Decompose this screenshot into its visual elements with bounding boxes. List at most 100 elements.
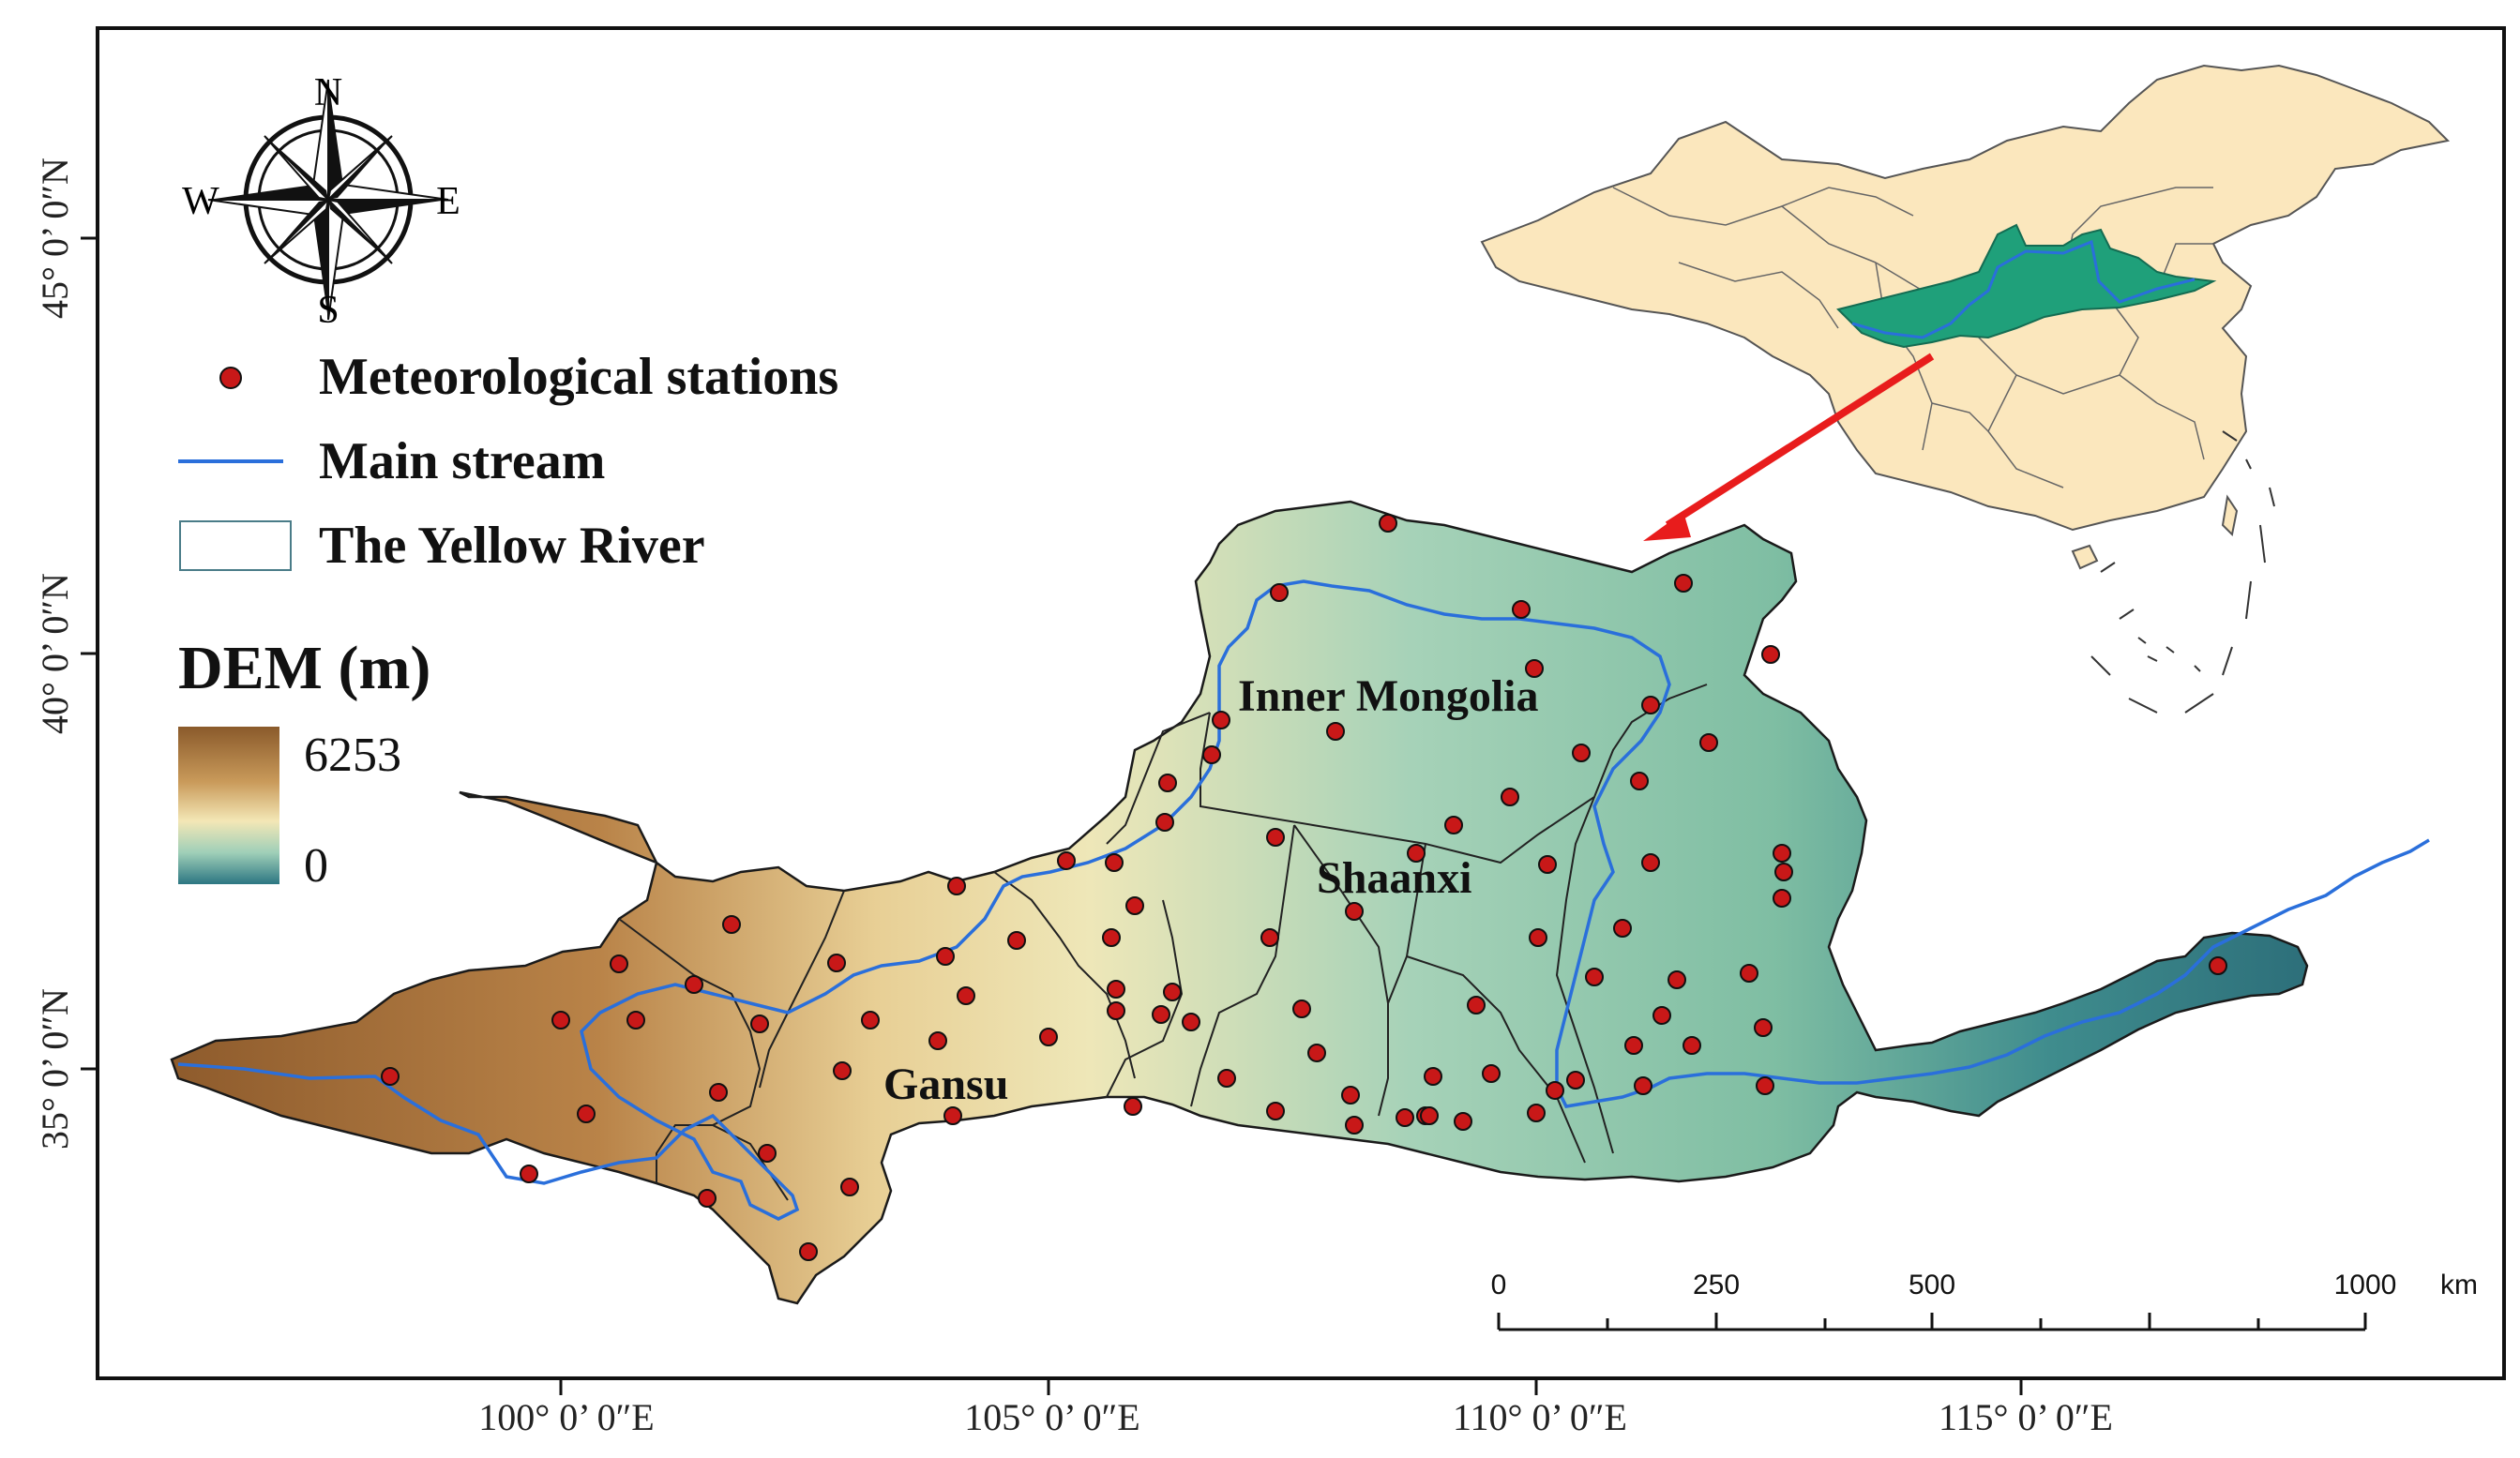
china-inset (1480, 64, 2451, 714)
map-frame (96, 26, 2506, 1380)
station-marker (1163, 983, 1182, 1001)
legend: Meteorological stations Main stream The … (178, 348, 838, 575)
station-marker (1454, 1112, 1472, 1131)
lon-label-115: 115° 0’ 0″E (1939, 1396, 2113, 1438)
island-taiwan (2221, 494, 2239, 537)
station-marker (1307, 1044, 1326, 1062)
station-marker (1773, 844, 1791, 863)
station-marker (1641, 696, 1660, 714)
station-marker (861, 1011, 880, 1030)
south-sea-islands (2090, 430, 2275, 714)
station-marker (943, 1106, 962, 1125)
island-hainan (2071, 544, 2099, 570)
region-label-gansu: Gansu (883, 1060, 1008, 1109)
station-marker (1039, 1028, 1058, 1046)
lat-label-40: 40° 0’ 0″N (34, 573, 76, 734)
dem-color-bar (178, 727, 279, 884)
station-marker (1217, 1069, 1236, 1088)
pointer-arrow (1643, 353, 1935, 541)
scale-bar (1497, 1313, 2367, 1331)
station-marker (1585, 968, 1604, 986)
province-borders (1612, 187, 2213, 489)
station-marker (1756, 1076, 1774, 1095)
yellow-river-basin (170, 500, 2309, 1305)
station-marker (1057, 851, 1076, 870)
station-marker (1266, 1102, 1285, 1120)
station-marker (1624, 1036, 1643, 1055)
lat-label-45: 45° 0’ 0″N (34, 158, 76, 319)
station-marker (1155, 813, 1174, 832)
station-marker (799, 1242, 818, 1261)
lat-ticks (81, 236, 98, 1071)
compass-e: E (436, 180, 460, 223)
station-marker (1152, 1005, 1170, 1024)
station-marker (1124, 1097, 1142, 1116)
station-marker (1260, 928, 1279, 947)
station-marker (1326, 722, 1345, 741)
station-marker (709, 1083, 728, 1102)
scale-label-250: 250 (1693, 1270, 1740, 1300)
station-marker (1212, 711, 1230, 729)
station-marker (1529, 928, 1547, 947)
station-marker (1641, 853, 1660, 872)
dem-title: DEM (m) (178, 634, 430, 702)
station-marker (947, 877, 966, 895)
station-marker (1407, 844, 1426, 863)
station-marker (685, 975, 703, 994)
station-marker (936, 947, 955, 966)
region-label-inner-mongolia: Inner Mongolia (1238, 671, 1538, 721)
station-marker (1420, 1106, 1439, 1125)
station-marker (1107, 1001, 1125, 1020)
legend-stream-label: Main stream (319, 432, 605, 490)
station-marker (1538, 855, 1557, 874)
station-marker (833, 1061, 852, 1080)
station-marker (1572, 744, 1591, 762)
station-marker (381, 1067, 400, 1086)
region-label-shaanxi: Shaanxi (1317, 853, 1471, 903)
station-marker (1270, 583, 1289, 602)
legend-station-symbol (219, 367, 242, 389)
lon-label-100: 100° 0’ 0″E (478, 1396, 654, 1438)
station-marker (1754, 1018, 1773, 1037)
station-marker (1444, 816, 1463, 834)
station-marker (1105, 853, 1124, 872)
station-marker (1292, 1000, 1311, 1018)
lon-label-110: 110° 0’ 0″E (1453, 1396, 1627, 1438)
dem-max-label: 6253 (304, 729, 401, 782)
compass-s: S (317, 289, 339, 332)
station-marker (1527, 1104, 1546, 1122)
station-marker (1107, 980, 1125, 999)
scale-unit: km (2440, 1270, 2478, 1300)
station-marker (1482, 1064, 1501, 1083)
station-marker (758, 1144, 777, 1163)
inset-basin (1836, 223, 2217, 349)
station-marker (698, 1189, 717, 1208)
station-marker (1266, 828, 1285, 847)
station-marker (1634, 1076, 1652, 1095)
province-boundaries (618, 684, 1708, 1201)
station-marker (1630, 772, 1649, 790)
station-marker (1652, 1006, 1671, 1025)
dem-legend: DEM (m) 6253 0 (178, 634, 430, 893)
station-marker (520, 1165, 538, 1183)
station-marker (750, 1015, 769, 1033)
station-marker (1525, 659, 1544, 678)
inset-stream (1851, 239, 2196, 339)
compass-rose-icon (207, 79, 449, 321)
station-marker (928, 1031, 947, 1050)
station-marker (1007, 931, 1026, 950)
station-marker (1501, 788, 1519, 806)
station-marker (1613, 919, 1632, 938)
scale-label-0: 0 (1491, 1270, 1507, 1300)
legend-basin-symbol (179, 520, 292, 571)
lon-label-105: 105° 0’ 0″E (964, 1396, 1139, 1438)
compass-w: W (182, 180, 219, 223)
station-marker (626, 1011, 645, 1030)
meteorological-stations (381, 514, 2227, 1261)
station-marker (577, 1105, 596, 1123)
main-stream (177, 579, 2430, 1221)
station-marker (1396, 1108, 1414, 1127)
legend-basin-label: The Yellow River (319, 517, 705, 575)
compass-n: N (314, 71, 342, 114)
